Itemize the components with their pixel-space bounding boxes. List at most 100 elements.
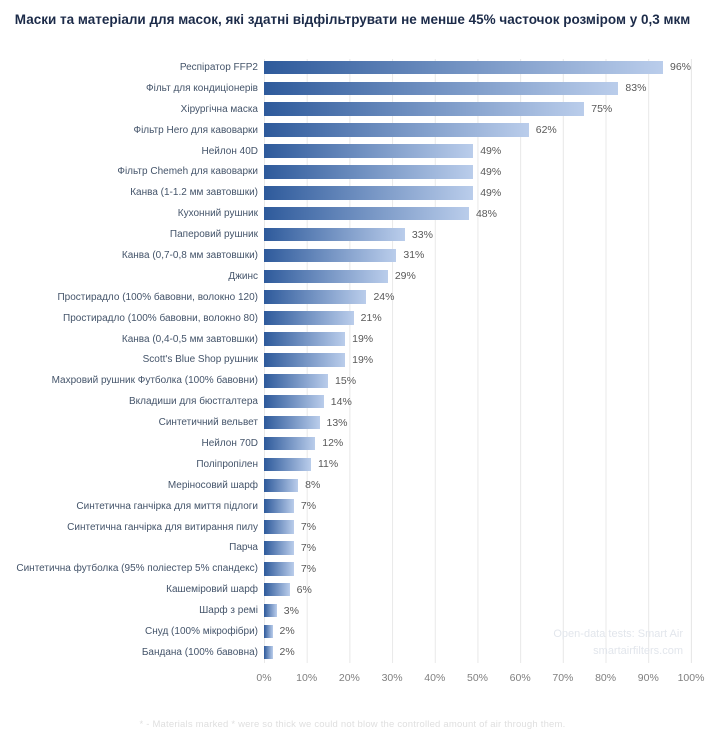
bar-label: Джинс [228, 270, 258, 282]
bar-track: 49% [264, 186, 691, 200]
bar-row: Фільтр Hero для кавоварки 62% [14, 120, 691, 141]
bar [264, 227, 405, 242]
bar-value: 11% [317, 458, 339, 471]
bar-value: 19% [352, 333, 374, 346]
bar-row: Респіратор FFP2 96% [14, 57, 691, 78]
bar-value: 75% [591, 103, 613, 116]
bar-track: 6% [264, 582, 691, 597]
bar-row: Scott's Blue Shop рушник 19% [14, 349, 691, 370]
bar-label: Шарф з ремі [199, 605, 258, 617]
bar [264, 144, 474, 158]
x-tick: 20% [338, 671, 360, 684]
bar-value: 2% [279, 646, 295, 659]
bar-value: 49% [480, 186, 502, 199]
bar-row: Канва (0,4-0,5 мм завтовшки) 19% [14, 329, 691, 350]
bar-row: Вкладиши для бюстгалтера 14% [14, 391, 691, 412]
bar-value: 49% [480, 145, 502, 157]
bar-track: 29% [264, 269, 691, 284]
bar-track: 7% [264, 541, 691, 555]
bar-label: Синтетичний вельвет [158, 417, 258, 429]
bar [264, 478, 299, 492]
bar-label: Парча [229, 542, 258, 554]
bar-track: 11% [264, 457, 691, 472]
bar [264, 541, 294, 555]
bar [264, 248, 397, 263]
bar-label: Канва (1-1.2 мм завтовшки) [130, 187, 258, 199]
bar-label: Синтетична ганчірка для миття підлоги [76, 500, 258, 512]
bar-row: Паперовий рушник 33% [14, 224, 691, 245]
bar [264, 81, 619, 96]
bar-label: Вкладиши для бюстгалтера [128, 396, 258, 408]
bar-label: Простирадло (100% бавовни, волокно 120) [57, 291, 258, 303]
footnote: * - Materials marked * were so thick we … [139, 719, 566, 730]
bar-value: 29% [394, 270, 416, 283]
bar-value: 2% [279, 625, 295, 638]
x-tick: 90% [637, 671, 659, 684]
bar [264, 645, 273, 660]
bar-label: Поліпропілен [196, 458, 258, 470]
bar-value: 62% [535, 124, 557, 137]
bar-value: 15% [335, 374, 357, 387]
bar-row: Парча 7% [14, 537, 691, 558]
bar-track: 21% [264, 311, 691, 325]
bar [264, 603, 277, 618]
bar-value: 3% [283, 604, 299, 617]
bar-row: Канва (0,7-0,8 мм завтовшки) 31% [14, 245, 691, 266]
bar-label: Снуд (100% мікрофібри) [145, 625, 258, 637]
bar-track: 48% [264, 206, 691, 221]
bar-track: 15% [264, 374, 691, 388]
bar-label: Простирадло (100% бавовни, волокно 80) [63, 312, 258, 324]
bar-track: 19% [264, 353, 691, 367]
bar-label: Канва (0,7-0,8 мм завтовшки) [121, 249, 258, 261]
bar-label: Канва (0,4-0,5 мм завтовшки) [121, 333, 258, 345]
bar [264, 290, 367, 304]
bar-value: 21% [360, 312, 382, 325]
bar-label: Кухонний рушник [177, 208, 258, 220]
bar-track: 96% [264, 60, 691, 75]
x-tick: 40% [424, 671, 446, 684]
bar-value: 83% [625, 82, 647, 95]
bar-chart: Респіратор FFP2 96% Фільт для кондиціоне… [14, 57, 704, 688]
bar-row: Фільтр Chemeh для кавоварки 49% [14, 161, 691, 182]
bar-value: 33% [411, 228, 433, 241]
bar-value: 7% [300, 521, 317, 534]
bar-track: 49% [264, 165, 691, 179]
bar-label: Нейлон 70D [201, 437, 258, 449]
bar [264, 582, 290, 597]
bar-row: Хірургічна маска 75% [14, 99, 691, 120]
bar-label: Бандана (100% бавовна) [141, 646, 258, 658]
bar-value: 24% [373, 291, 395, 304]
bar [264, 123, 529, 137]
bar-track: 19% [264, 332, 691, 346]
x-tick: 70% [552, 671, 574, 684]
bar-label: Синтетична футболка (95% поліестер 5% сп… [16, 563, 258, 575]
bar-row: Простирадло (100% бавовни, волокно 80) 2… [14, 308, 691, 329]
bar [264, 332, 346, 346]
bar-value: 31% [403, 249, 425, 262]
bar [264, 415, 320, 430]
watermark: Open-data tests: Smart Air smartairfilte… [553, 626, 683, 660]
x-tick: 80% [595, 671, 617, 684]
bar [264, 457, 311, 472]
bar-row: Канва (1-1.2 мм завтовшки) 49% [14, 182, 691, 203]
bar-track: 14% [264, 394, 691, 409]
bar-row: Снуд (100% мікрофібри) 2% [14, 621, 691, 642]
bar [264, 374, 329, 388]
bar-row: Синтетична ганчірка для витирання пилу 7… [14, 517, 691, 538]
bar-track: 3% [264, 603, 691, 618]
x-tick: 60% [509, 671, 531, 684]
bar-row: Синтетична футболка (95% поліестер 5% сп… [14, 558, 691, 579]
bar-value: 7% [300, 541, 317, 554]
bar [264, 394, 324, 409]
bar [264, 311, 354, 325]
bar-value: 7% [300, 500, 317, 513]
bar-row: Нейлон 40D 49% [14, 141, 691, 162]
bar-row: Меріносовий шарф 8% [14, 475, 691, 496]
bar-value: 19% [352, 353, 374, 366]
bar-label: Фільт для кондиціонерів [146, 82, 258, 94]
x-tick: 50% [466, 671, 489, 684]
bar [264, 436, 316, 451]
chart-title: Маски та матеріали для масок, які здатні… [14, 12, 691, 27]
bar-track: 62% [264, 123, 691, 137]
bar-label: Синтетична ганчірка для витирання пилу [67, 521, 258, 533]
